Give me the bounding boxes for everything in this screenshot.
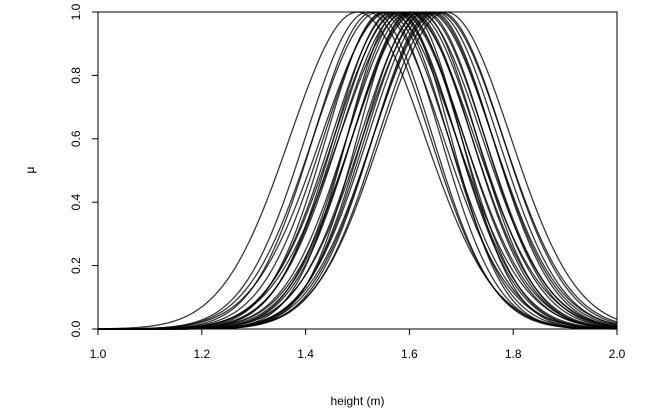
y-tick-label: 0.8	[69, 67, 83, 84]
x-tick-label: 1.8	[505, 347, 522, 361]
y-tick-label: 0.0	[69, 320, 83, 337]
membership-curve-23	[98, 11, 618, 330]
curves-group	[97, 11, 618, 330]
membership-curve-14	[98, 11, 618, 330]
x-tick-label: 2.0	[609, 347, 626, 361]
x-tick-label: 1.0	[90, 347, 107, 361]
plot-frame	[97, 11, 618, 330]
y-tick-label: 0.4	[69, 194, 83, 211]
x-tick-label: 1.6	[401, 347, 418, 361]
membership-curve-7	[98, 11, 618, 330]
x-tick-label: 1.2	[193, 347, 210, 361]
x-axis: 1.0 1.2 1.4 1.6 1.8 2.0	[90, 329, 626, 361]
x-tick-label: 1.4	[297, 347, 314, 361]
x-axis-title: height (m)	[330, 394, 384, 408]
y-tick-label: 0.2	[69, 257, 83, 274]
y-axis-title: μ	[23, 166, 37, 173]
y-tick-label: 1.0	[69, 3, 83, 20]
y-tick-label: 0.6	[69, 130, 83, 147]
y-axis: 0.0 0.2 0.4 0.6 0.8 1.0	[69, 3, 98, 337]
